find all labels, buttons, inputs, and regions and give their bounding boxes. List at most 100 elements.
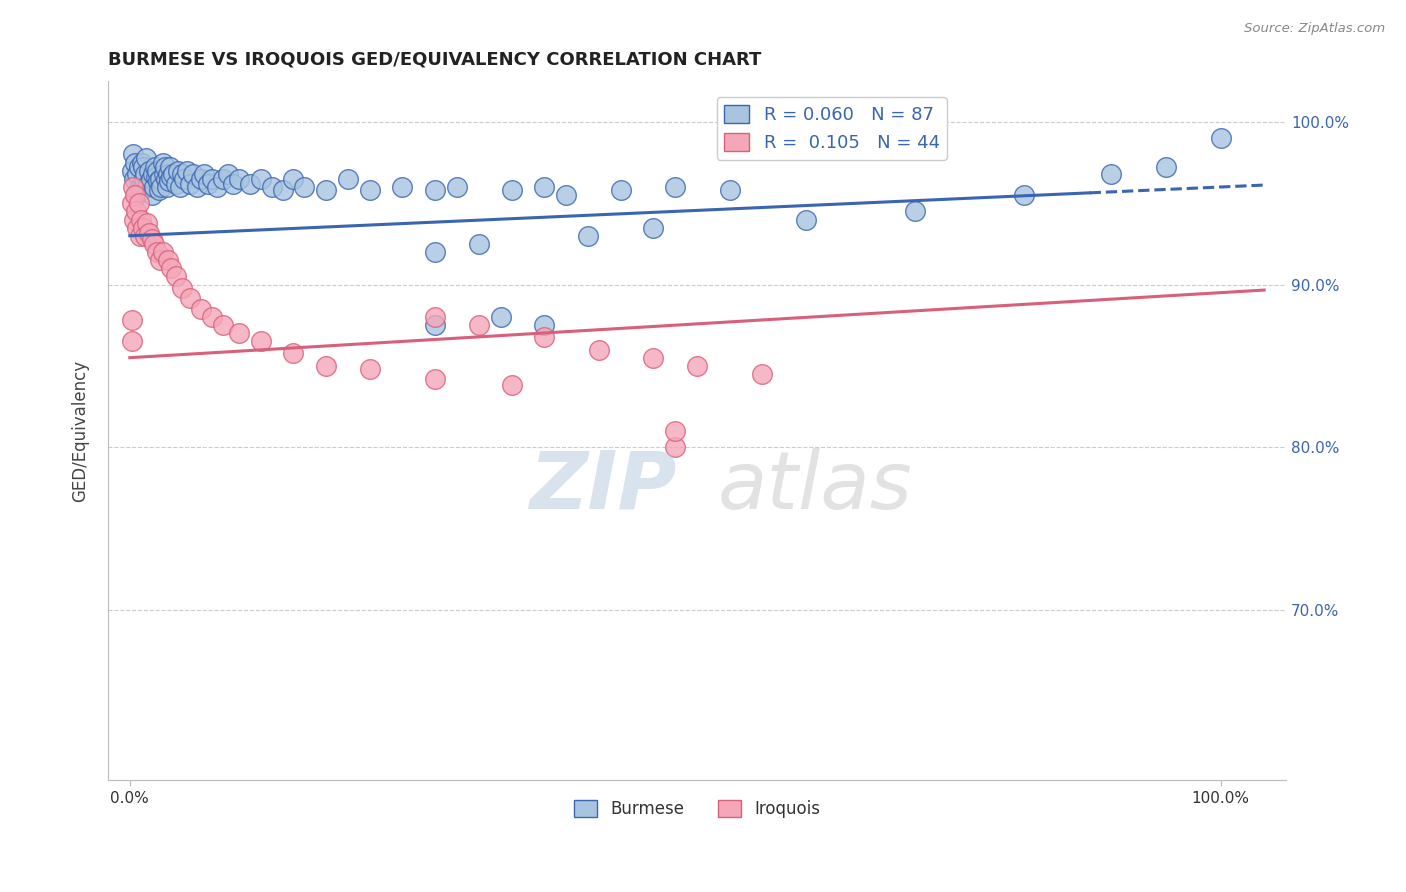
Text: Source: ZipAtlas.com: Source: ZipAtlas.com (1244, 22, 1385, 36)
Point (751, 367, 773, 381)
Point (169, 180, 191, 194)
Point (588, 343, 610, 357)
Point (222, 177, 245, 191)
Point (122, 172, 145, 186)
Point (179, 177, 201, 191)
Point (157, 173, 180, 187)
Point (249, 172, 271, 186)
Point (143, 161, 166, 175)
Point (160, 261, 183, 276)
Point (643, 220, 665, 235)
Point (128, 196, 150, 211)
Point (122, 212, 145, 227)
Point (239, 177, 262, 191)
Point (664, 440, 686, 454)
Legend: Burmese, Iroquois: Burmese, Iroquois (567, 793, 827, 824)
Point (179, 291, 201, 305)
Point (166, 163, 188, 178)
Point (201, 172, 224, 186)
Point (190, 172, 212, 186)
Point (228, 326, 250, 341)
Point (533, 329, 555, 343)
Point (141, 232, 163, 246)
Point (794, 212, 817, 227)
Point (149, 172, 172, 186)
Point (211, 318, 233, 333)
Point (138, 226, 160, 240)
Point (159, 161, 181, 175)
Point (124, 155, 146, 169)
Point (315, 183, 337, 197)
Point (129, 212, 152, 227)
Point (122, 147, 145, 161)
Point (359, 362, 381, 376)
Point (129, 183, 152, 197)
Text: atlas: atlas (717, 448, 912, 525)
Point (181, 167, 204, 181)
Point (165, 269, 187, 284)
Point (228, 172, 250, 186)
Point (146, 173, 169, 187)
Point (134, 167, 156, 181)
Point (142, 180, 165, 194)
Point (128, 180, 150, 194)
Point (165, 177, 187, 191)
Point (643, 351, 665, 365)
Point (134, 228, 156, 243)
Point (176, 163, 198, 178)
Point (271, 183, 294, 197)
Point (186, 180, 208, 194)
Point (425, 372, 447, 386)
Point (468, 236, 491, 251)
Point (146, 245, 169, 260)
Point (468, 318, 491, 333)
Point (145, 170, 167, 185)
Point (132, 172, 155, 186)
Point (336, 172, 359, 186)
Point (283, 346, 305, 360)
Point (138, 177, 160, 191)
Point (135, 151, 157, 165)
Point (121, 313, 143, 327)
Point (131, 155, 153, 169)
Point (211, 172, 233, 186)
Point (533, 180, 555, 194)
Point (425, 183, 447, 197)
Point (664, 180, 686, 194)
Point (217, 167, 239, 181)
Point (153, 161, 176, 175)
Point (205, 180, 228, 194)
Point (173, 172, 195, 186)
Point (152, 245, 174, 260)
Point (292, 180, 315, 194)
Point (121, 334, 143, 349)
Point (142, 167, 165, 181)
Point (1101, 167, 1123, 181)
Point (125, 188, 148, 202)
Point (1012, 188, 1035, 202)
Point (121, 196, 143, 211)
Point (156, 180, 179, 194)
Point (501, 378, 523, 392)
Point (904, 204, 927, 219)
Point (249, 334, 271, 349)
Point (124, 188, 146, 202)
Point (127, 220, 149, 235)
Point (132, 161, 155, 175)
Point (425, 318, 447, 333)
Point (160, 170, 183, 185)
Point (149, 253, 172, 268)
Point (125, 204, 148, 219)
Point (122, 180, 145, 194)
Point (172, 167, 194, 181)
Point (190, 301, 212, 316)
Point (425, 245, 447, 260)
Point (142, 236, 165, 251)
Point (315, 359, 337, 373)
Point (141, 188, 163, 202)
Point (489, 310, 512, 324)
Text: BURMESE VS IROQUOIS GED/EQUIVALENCY CORRELATION CHART: BURMESE VS IROQUOIS GED/EQUIVALENCY CORR… (108, 51, 762, 69)
Point (197, 177, 219, 191)
Point (425, 310, 447, 324)
Point (156, 167, 179, 181)
